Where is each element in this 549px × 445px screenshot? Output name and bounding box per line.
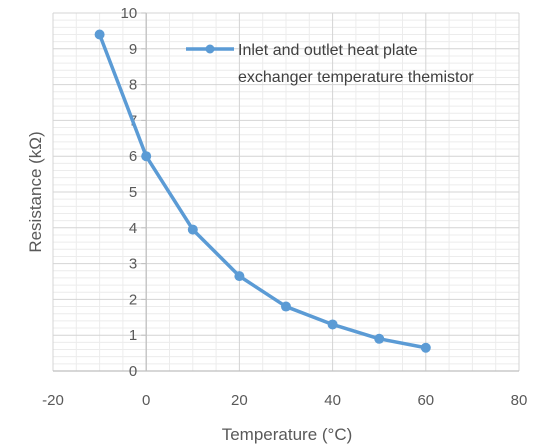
axes: [53, 12, 519, 372]
data-point: [327, 319, 338, 330]
data-point: [187, 224, 198, 235]
legend: Inlet and outlet heat plate exchanger te…: [186, 42, 474, 86]
x-tick-labels: -20 0 20 40 60 80: [42, 392, 527, 409]
y-tick-label: 2: [129, 291, 137, 308]
x-tick-label: 0: [142, 392, 150, 409]
series-line: [97, 32, 428, 350]
y-tick-label: 0: [129, 363, 137, 380]
y-tick-label: 4: [129, 220, 137, 237]
series-layer: [94, 29, 431, 353]
x-tick-label: 20: [231, 392, 248, 409]
y-axis-title: Resistance (kΩ): [26, 131, 45, 252]
y-tick-label: 9: [129, 41, 137, 58]
data-point: [281, 301, 291, 312]
x-tick-label: 60: [417, 392, 434, 409]
legend-label-line1: Inlet and outlet heat plate: [238, 42, 418, 59]
x-tick-label: 40: [324, 392, 341, 409]
data-point: [234, 271, 245, 282]
y-tick-label: 1: [129, 327, 137, 344]
x-tick-label: 80: [511, 392, 528, 409]
x-tick-label: -20: [42, 392, 64, 409]
legend-label-line2: exchanger temperature themistor: [238, 69, 474, 86]
data-point: [374, 333, 385, 344]
data-point: [94, 29, 105, 40]
y-tick-label: 3: [129, 256, 137, 273]
y-tick-label: 5: [129, 184, 137, 201]
y-tick-label: 10: [121, 5, 138, 22]
x-axis-title: Temperature (°C): [222, 425, 353, 444]
y-tick-label: 6: [129, 148, 137, 165]
legend-marker-swatch: [205, 44, 215, 54]
data-point: [420, 342, 431, 353]
data-point: [141, 151, 152, 162]
y-tick-label: 8: [129, 77, 137, 94]
